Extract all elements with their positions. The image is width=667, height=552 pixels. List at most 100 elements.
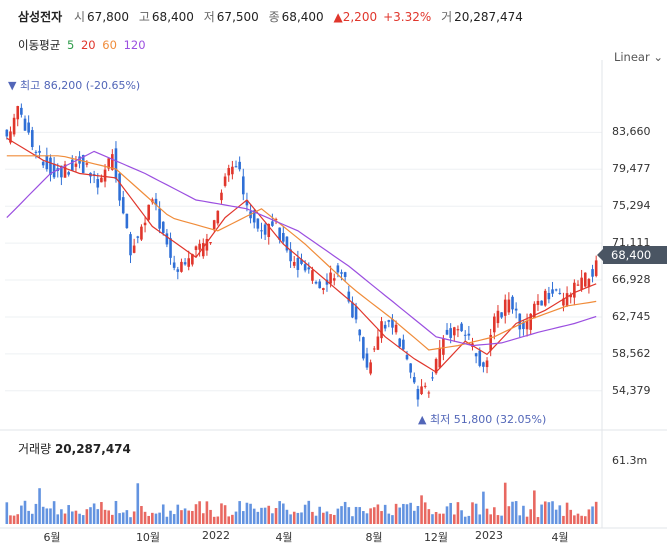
close-label: 종 [268,10,280,24]
volume-bar [256,511,260,524]
candle-body [96,179,100,188]
volume-bar [569,509,573,524]
time-tick: 4월 [551,531,569,544]
time-tick: 8월 [365,531,383,544]
volume-bar [431,514,434,524]
volume-bar [551,501,554,524]
candle-body [405,355,409,360]
candle-body [365,353,369,368]
volume-bar [238,501,241,524]
volume-bar [180,510,183,524]
candle-body [300,259,303,264]
candle-body [340,272,343,274]
candle-body [100,177,103,183]
scale-selector[interactable]: Linear ⌄ [614,50,663,64]
candle-body [20,107,23,115]
change-value: 2,200 [342,10,378,24]
volume-bar [30,513,34,524]
change-percent: +3.32% [383,10,432,24]
current-price-tag: 68,400 [597,246,667,264]
volume-bar [38,488,41,524]
candle-body [140,226,143,240]
candle-body [129,234,132,256]
candle-body [9,131,12,143]
volume-bar [351,516,354,524]
candle-body [307,267,311,270]
candle-body [107,158,110,169]
candle-body [540,300,543,306]
volume-bar [525,516,529,524]
lowest-marker: ▲ 최저 51,800 (32.05%) [418,411,546,427]
candle-body [223,176,227,186]
ma20-legend: 20 [80,38,96,52]
candle-body [391,319,394,328]
candle-body [562,298,565,306]
volume-bar [191,510,194,524]
volume-bar [372,507,376,524]
candle-body [336,265,340,273]
lowest-percent: (32.05%) [495,413,547,426]
low-label: 저 [203,10,215,24]
candle-body [354,306,358,320]
volume-bar [485,508,489,524]
volume-bar [143,511,147,524]
candle-body [554,289,558,291]
volume-bar [340,506,343,524]
lowest-value: 51,800 [453,413,493,426]
volume-bar [402,503,405,524]
volume-bar [471,502,474,524]
volume-bar [252,508,256,524]
volume-bar [194,504,198,524]
time-tick: 10월 [135,531,161,544]
volume-bar [369,508,372,524]
volume-bar [493,507,496,524]
volume-bar [245,502,249,524]
ma120-legend: 120 [123,38,146,52]
candle-body [573,282,576,298]
volume-bar [296,512,300,524]
price-tick: 83,660 [612,125,651,139]
candle-body [489,334,492,351]
up-triangle-icon: ▲ [333,10,343,24]
volume-panel-value: 20,287,474 [54,442,131,456]
candle-body [522,322,525,330]
volume-bar [209,509,212,524]
candle-body [485,360,489,368]
moving-average-legend[interactable]: 이동평균 5 20 60 120 [18,37,149,53]
volume-bar [169,510,172,524]
up-triangle-icon: ▲ [418,413,427,426]
candle-body [209,242,212,244]
candle-body [503,299,507,316]
volume-bar [20,505,23,524]
volume-bar [89,507,92,524]
volume-bar [147,515,151,524]
candle-body [536,300,540,305]
volume-bar [482,491,485,524]
candle-body [351,302,354,318]
volume-bar [554,509,558,524]
volume-bar [292,511,296,524]
candle-body [227,168,231,176]
volume-bar [442,513,445,524]
candle-body [180,261,183,272]
ma60-line [6,155,597,351]
volume-bar [300,512,303,524]
candle-body [369,362,372,374]
volume-bar [445,506,449,524]
volume-bar [336,508,340,524]
candle-body [52,163,56,178]
candle-body [63,164,67,178]
price-tick: 62,745 [612,309,651,323]
candle-body [165,233,169,245]
candle-body [318,281,321,289]
candle-body [238,161,241,170]
candle-body [434,359,438,374]
candle-body [194,246,198,250]
volume-bar [151,512,154,524]
highest-label: 최고 [19,79,41,92]
candle-body [176,269,180,272]
volume-bar [423,502,427,524]
volume-bar [329,514,332,524]
volume-bar [311,511,314,524]
